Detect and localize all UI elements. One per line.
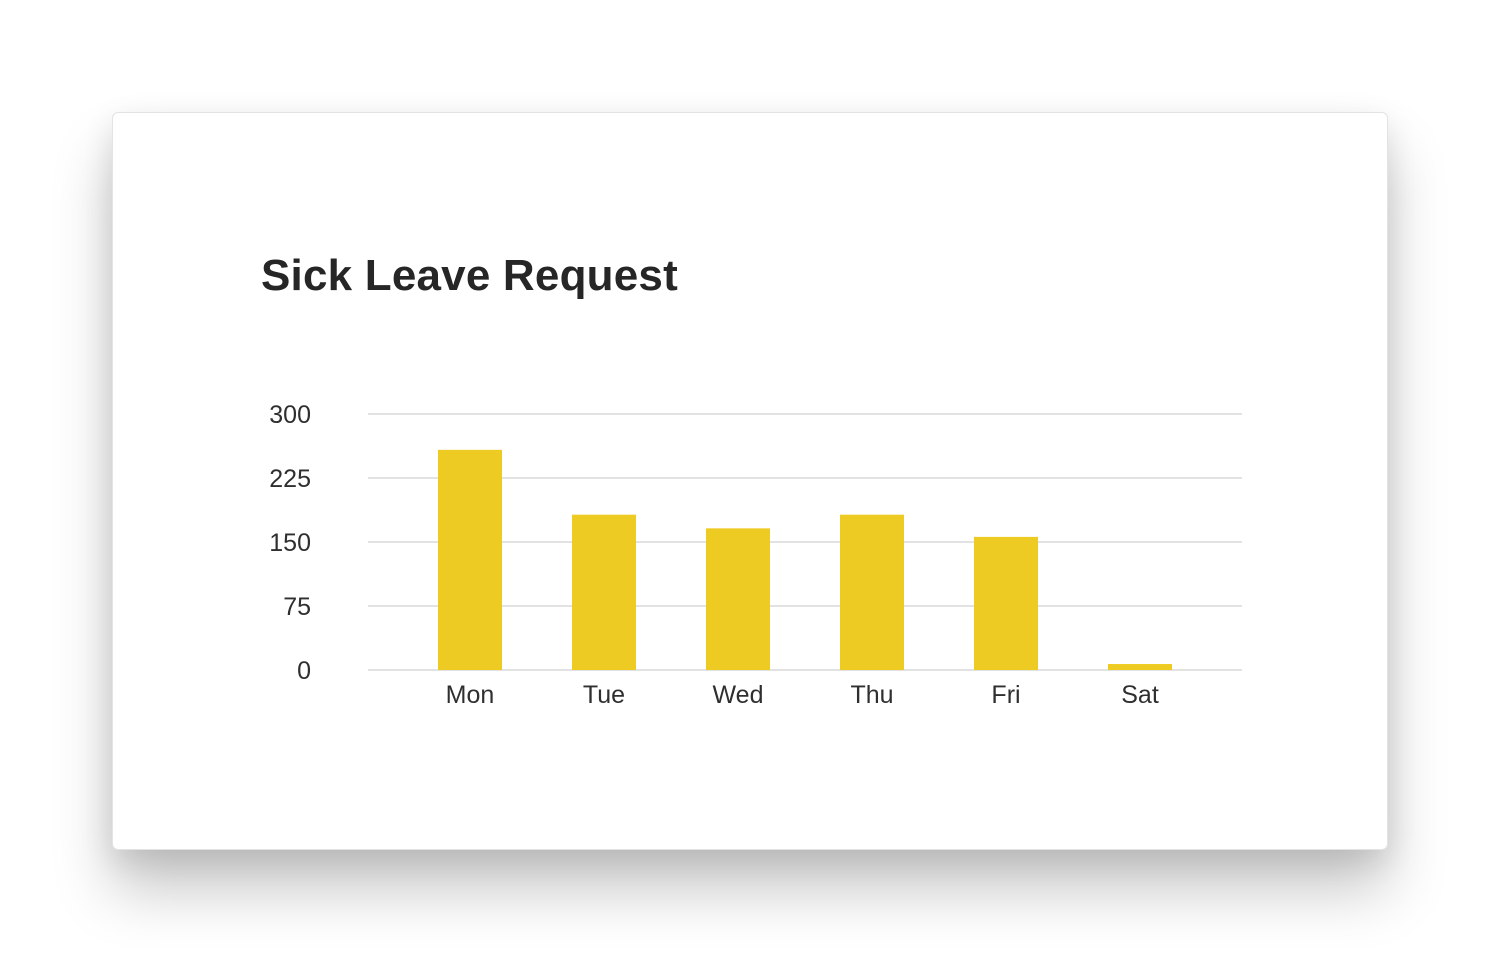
x-tick-label: Thu: [850, 681, 893, 709]
bar-tue[interactable]: [572, 514, 636, 670]
chart-card: Sick Leave Request 0 75 150 225 300 Mon Tue Wed…: [112, 112, 1388, 850]
y-tick-label: 150: [269, 529, 311, 557]
bar-sat[interactable]: [1108, 664, 1172, 670]
x-tick-label: Fri: [991, 681, 1020, 709]
x-tick-label: Mon: [446, 681, 495, 709]
y-tick-label: 75: [283, 593, 311, 621]
y-tick-label: 225: [269, 465, 311, 493]
bar-wed[interactable]: [706, 528, 770, 670]
bar-chart: 0 75 150 225 300 Mon Tue Wed Thu Fri Sat: [269, 401, 1242, 709]
chart-title: Sick Leave Request: [261, 251, 678, 300]
bar-fri[interactable]: [974, 536, 1038, 670]
y-tick-label: 300: [269, 401, 311, 429]
bar-mon[interactable]: [438, 449, 502, 670]
x-tick-label: Wed: [713, 681, 764, 709]
x-tick-label: Sat: [1121, 681, 1159, 709]
y-tick-label: 0: [297, 657, 311, 685]
bar-thu[interactable]: [840, 514, 904, 670]
x-tick-label: Tue: [583, 681, 625, 709]
